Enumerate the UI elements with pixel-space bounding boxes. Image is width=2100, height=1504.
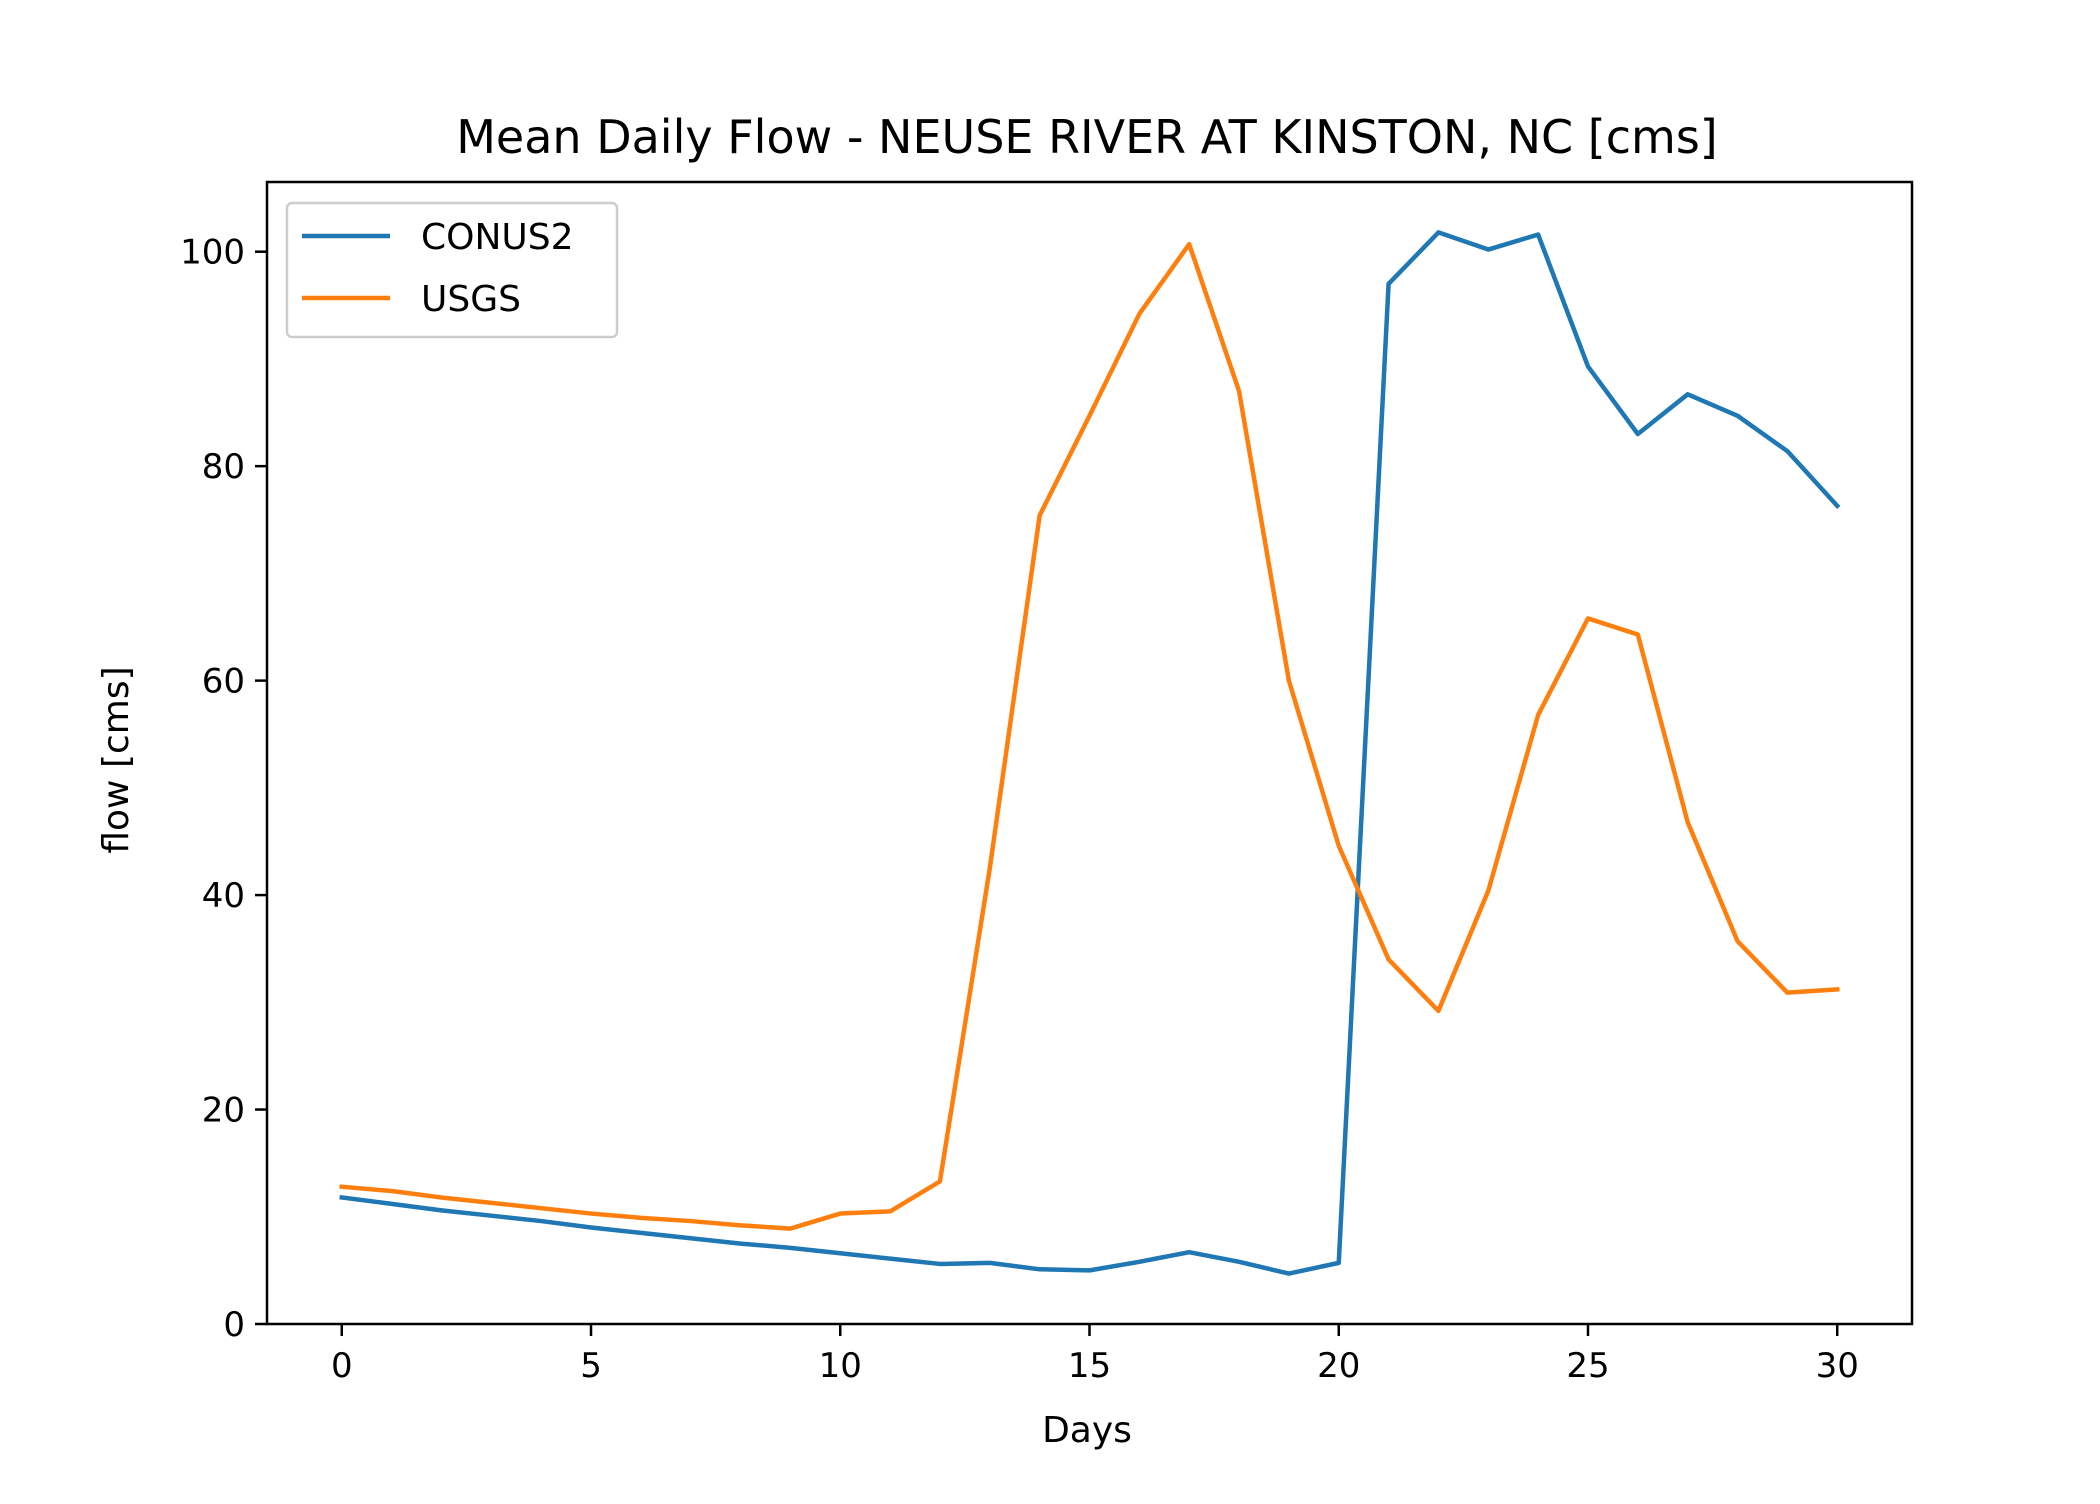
- x-tick-label: 20: [1317, 1346, 1360, 1386]
- y-tick-label: 80: [202, 447, 245, 487]
- y-tick-label: 0: [223, 1305, 245, 1345]
- x-tick-label: 15: [1068, 1346, 1111, 1386]
- y-axis-label: flow [cms]: [96, 666, 137, 853]
- series-line-conus2: [339, 230, 1841, 1276]
- legend-label-usgs: USGS: [421, 279, 521, 320]
- y-tick-label: 40: [202, 876, 245, 916]
- x-tick-label: 5: [580, 1346, 602, 1386]
- legend: CONUS2 USGS: [285, 201, 619, 339]
- x-tick-label: 30: [1816, 1346, 1859, 1386]
- x-axis-label: Days: [1042, 1410, 1132, 1451]
- y-tick-label: 20: [202, 1091, 245, 1131]
- series-line-usgs: [339, 241, 1840, 1231]
- chart-title: Mean Daily Flow - NEUSE RIVER AT KINSTON…: [456, 110, 1718, 164]
- y-tick-label: 100: [180, 233, 245, 273]
- plot-area: 0 5 10 15 20 25 30 0 20 40 60 80 100: [180, 180, 1914, 1386]
- legend-label-conus2: CONUS2: [421, 217, 574, 258]
- x-tick-label: 0: [331, 1346, 353, 1386]
- x-tick-label: 10: [819, 1346, 862, 1386]
- y-tick-label: 60: [202, 662, 245, 702]
- x-tick-label: 25: [1566, 1346, 1609, 1386]
